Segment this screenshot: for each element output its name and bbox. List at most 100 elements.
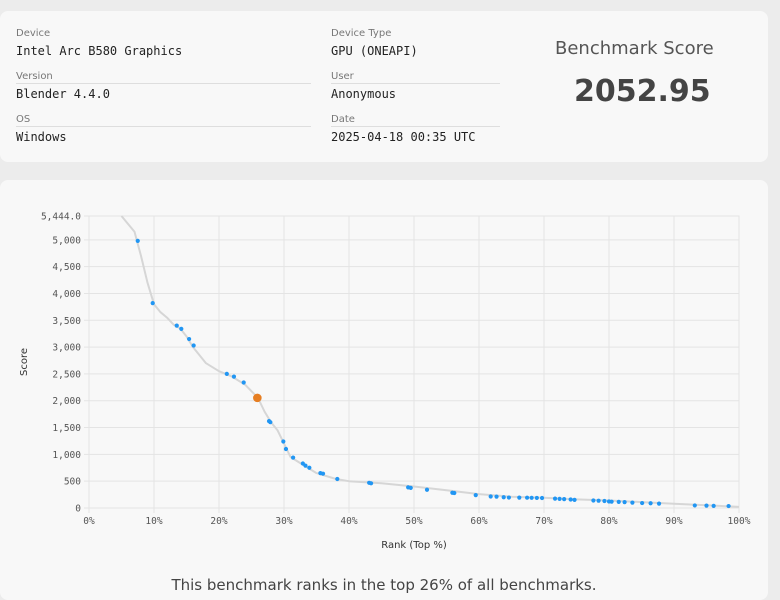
y-axis-title: Score: [19, 348, 30, 376]
y-tick-label: 2,500: [52, 369, 81, 380]
benchmark-point: [616, 499, 621, 504]
benchmark-point: [268, 420, 273, 425]
y-tick-label: 1,500: [52, 423, 81, 434]
device-value: Intel Arc B580 Graphics: [16, 44, 183, 58]
date-value: 2025-04-18 00:35 UTC: [331, 130, 476, 144]
x-tick-label: 10%: [145, 516, 162, 527]
benchmark-point: [602, 498, 607, 504]
device-type-label: Device Type: [331, 28, 392, 39]
benchmark-point: [291, 455, 296, 460]
benchmark-point: [630, 500, 635, 505]
device-info-card: Device Intel Arc B580 Graphics Version B…: [0, 11, 768, 162]
rank-chart[interactable]: 0% 10% 20% 30% 40% 50% 60% 70% 80% 90% 100% 0 500 1,0…: [0, 180, 768, 570]
divider: [16, 126, 311, 127]
benchmark-point: [150, 301, 155, 306]
distribution-curve: [120, 215, 740, 508]
divider: [331, 126, 500, 127]
benchmark-point: [711, 503, 716, 508]
y-tick-label: 5,444.0: [41, 212, 81, 223]
benchmark-point: [704, 503, 709, 508]
benchmark-point: [539, 495, 545, 501]
y-tick-label: 4,500: [52, 262, 81, 273]
benchmark-point: [562, 497, 567, 502]
x-tick-label: 60%: [470, 516, 487, 527]
x-tick-label: 30%: [275, 516, 292, 527]
device-label: Device: [16, 28, 51, 39]
benchmark-point: [135, 238, 140, 243]
y-tick-label: 500: [64, 477, 81, 488]
benchmark-point: [648, 501, 653, 506]
y-tick-label: 3,500: [52, 316, 81, 327]
date-label: Date: [331, 114, 355, 125]
benchmark-point: [283, 446, 289, 452]
x-tick-label: 90%: [665, 516, 682, 527]
benchmark-point: [281, 439, 286, 444]
benchmark-point: [494, 494, 499, 499]
device-field: Device Intel Arc B580 Graphics: [16, 28, 311, 84]
benchmark-point: [596, 498, 601, 503]
benchmark-point: [408, 485, 413, 490]
date-field: Date 2025-04-18 00:35 UTC: [331, 114, 500, 144]
y-tick-label: 3,000: [52, 343, 81, 354]
benchmark-point: [473, 493, 478, 498]
x-tick-label: 70%: [535, 516, 552, 527]
benchmark-point: [488, 494, 493, 499]
benchmark-point: [452, 490, 457, 496]
os-field: OS Windows: [16, 114, 311, 144]
y-tick-label: 4,000: [52, 289, 81, 300]
benchmark-point: [726, 503, 731, 509]
benchmark-point: [640, 500, 645, 506]
x-tick-label: 80%: [600, 516, 617, 527]
benchmark-point: [303, 463, 308, 468]
y-tick-label: 2,000: [52, 396, 81, 407]
x-tick-label: 100%: [728, 516, 751, 527]
y-tick-label: 1,000: [52, 450, 81, 461]
benchmark-score-title: Benchmark Score: [555, 38, 714, 59]
x-axis-title: Rank (Top %): [381, 540, 447, 551]
benchmark-point: [692, 503, 697, 508]
benchmark-point: [656, 501, 662, 506]
user-label: User: [331, 71, 354, 82]
benchmark-point: [424, 487, 430, 492]
device-type-field: Device Type GPU (ONEAPI): [331, 28, 500, 84]
y-tick-label: 5,000: [52, 235, 81, 246]
os-label: OS: [16, 114, 31, 125]
benchmark-point: [529, 495, 534, 500]
benchmark-point: [369, 481, 374, 486]
benchmark-point: [609, 499, 614, 504]
divider: [331, 83, 500, 84]
benchmark-point: [320, 471, 326, 476]
x-tick-label: 40%: [340, 516, 357, 527]
benchmark-point: [174, 323, 179, 328]
benchmark-point: [179, 326, 184, 331]
benchmark-point: [241, 380, 246, 385]
rank-summary-text: This benchmark ranks in the top 26% of a…: [171, 576, 597, 594]
version-field: Version Blender 4.4.0: [16, 71, 311, 127]
benchmark-point: [557, 496, 562, 501]
x-tick-label: 20%: [210, 516, 227, 527]
divider: [16, 83, 311, 84]
benchmark-point: [591, 498, 596, 503]
benchmark-point: [517, 495, 522, 500]
user-value: Anonymous: [331, 87, 397, 101]
x-tick-label: 0%: [83, 516, 95, 527]
benchmark-point: [622, 499, 627, 505]
benchmark-point: [335, 476, 340, 482]
y-tick-label: 0: [75, 504, 81, 515]
x-tick-label: 50%: [405, 516, 422, 527]
benchmark-point: [534, 495, 539, 501]
os-value: Windows: [16, 130, 67, 144]
benchmark-score-value: 2052.95: [574, 74, 711, 109]
benchmark-point: [307, 465, 312, 470]
benchmark-point: [552, 496, 558, 501]
version-label: Version: [16, 71, 53, 82]
benchmark-point: [187, 336, 192, 342]
device-type-value: GPU (ONEAPI): [331, 44, 418, 58]
benchmark-point: [572, 497, 577, 502]
rank-chart-card: 0% 10% 20% 30% 40% 50% 60% 70% 80% 90% 100% 0 500 1,0…: [0, 180, 768, 600]
benchmark-point: [568, 497, 573, 502]
benchmark-point: [506, 495, 511, 500]
benchmark-point: [231, 374, 237, 379]
user-field: User Anonymous: [331, 71, 500, 127]
benchmark-point: [501, 495, 506, 500]
